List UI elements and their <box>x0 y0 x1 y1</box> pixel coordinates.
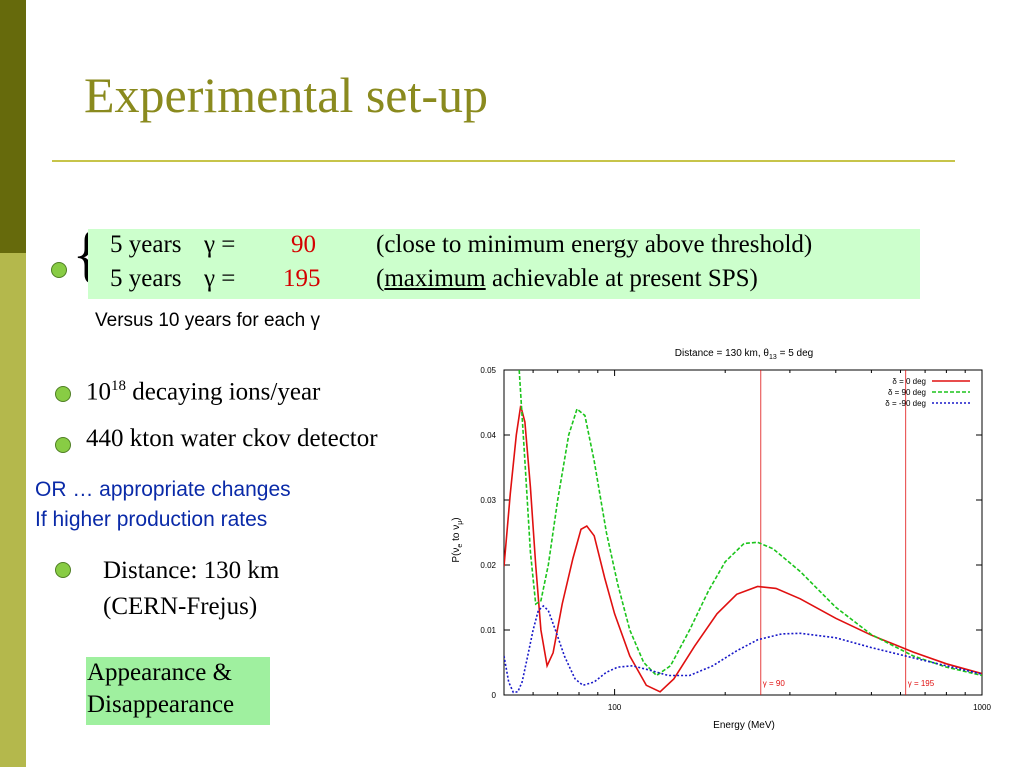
x-tick-label: 100 <box>608 703 622 712</box>
row1-gamma-value: 90 <box>291 231 316 258</box>
row2-gamma-value: 195 <box>283 265 321 292</box>
setup-row-2: 5 years γ = <box>110 265 235 293</box>
row2-note-underlined: maximum <box>384 265 486 292</box>
series-line-3 <box>504 604 982 694</box>
distance-line-2: (CERN-Frejus) <box>103 593 258 620</box>
ions-text: 1018 decaying ions/year <box>86 378 320 406</box>
row1-years: 5 years <box>110 231 182 258</box>
y-tick-label: 0.05 <box>480 366 496 375</box>
ions-exp: 18 <box>111 378 126 394</box>
distance-line-1: Distance: 130 km <box>103 557 280 584</box>
bullet-setup <box>51 262 67 278</box>
bullet-detector <box>55 437 71 453</box>
series-line-1 <box>504 405 982 693</box>
gamma-marker-label: γ = 90 <box>763 679 786 688</box>
left-accent-bar-light <box>0 253 26 767</box>
x-tick-label: 1000 <box>973 703 991 712</box>
legend-label-2: δ = 90 deg <box>888 388 926 397</box>
title-divider <box>52 160 955 162</box>
ions-rest: decaying ions/year <box>126 378 321 406</box>
versus-note: Versus 10 years for each γ <box>95 310 320 331</box>
row2-years: 5 years <box>110 265 182 292</box>
y-tick-label: 0.03 <box>480 496 496 505</box>
y-tick-label: 0.04 <box>480 431 496 440</box>
y-tick-label: 0 <box>492 691 497 700</box>
series-line-2 <box>518 370 982 677</box>
appearance-box: Appearance & Disappearance <box>86 657 270 725</box>
gamma-marker-label: γ = 195 <box>908 679 935 688</box>
row1-gamma-eq: γ = <box>204 231 236 258</box>
y-tick-label: 0.02 <box>480 561 496 570</box>
legend-label-1: δ = 0 deg <box>892 377 926 386</box>
plot-frame <box>503 369 983 696</box>
row2-note: (maximum achievable at present SPS) <box>376 265 758 293</box>
left-accent-bar-dark <box>0 0 26 253</box>
legend-label-3: δ = -90 deg <box>885 399 926 408</box>
chart-title: Distance = 130 km, θ13 = 5 deg <box>675 348 813 361</box>
bullet-distance <box>55 562 71 578</box>
probability-chart: Distance = 130 km, θ13 = 5 deg 0 0.01 0.02… <box>451 348 991 731</box>
x-axis-label: Energy (MeV) <box>713 720 775 731</box>
y-tick-label: 0.01 <box>480 626 496 635</box>
row1-note: (close to minimum energy above threshold… <box>376 231 813 258</box>
appearance-line-2: Disappearance <box>87 691 235 718</box>
y-axis-label: P(νe to νμ) <box>451 517 464 562</box>
row2-note-open: ( <box>376 265 385 292</box>
row2-note-rest: achievable at present SPS) <box>485 265 758 292</box>
setup-box: 5 years γ = 90 (close to minimum energy … <box>88 229 920 299</box>
or-line-1: OR … appropriate changes <box>35 478 291 501</box>
bullet-ions <box>55 386 71 402</box>
ions-base: 10 <box>86 378 111 406</box>
appearance-line-1: Appearance & <box>87 659 233 686</box>
or-line-2: If higher production rates <box>35 508 268 531</box>
row2-gamma-eq: γ = <box>204 265 236 292</box>
detector-text: 440 kton water ckov detector <box>86 425 378 452</box>
setup-row-1: 5 years γ = <box>110 231 235 259</box>
page-title: Experimental set-up <box>84 67 489 123</box>
